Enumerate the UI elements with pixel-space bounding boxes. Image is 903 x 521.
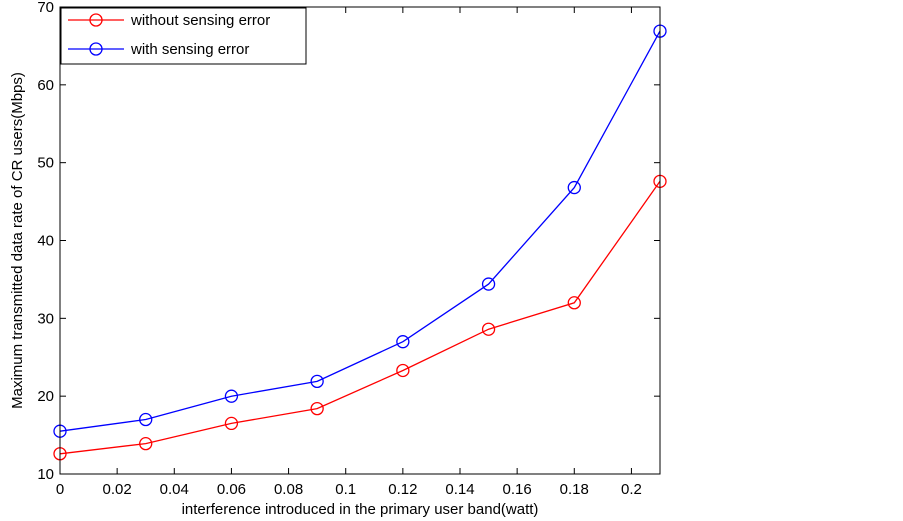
legend-marker: [89, 13, 103, 27]
x-tick-label: 0.14: [445, 481, 474, 498]
data-point: [139, 412, 153, 427]
series-markers: [53, 24, 667, 461]
x-tick-label: 0.04: [160, 481, 189, 498]
data-point: [481, 322, 496, 336]
x-tick-label: 0.18: [560, 481, 589, 498]
data-point: [567, 180, 581, 195]
x-axis-title: interference introduced in the primary u…: [182, 501, 539, 518]
x-tick-label: 0.06: [217, 481, 246, 498]
data-point: [481, 277, 496, 291]
y-tick-label: 10: [37, 466, 54, 483]
y-tick-label: 70: [37, 0, 54, 16]
data-point: [396, 335, 410, 349]
x-tick-label: 0.2: [621, 481, 642, 498]
x-tick-label: 0.02: [103, 481, 132, 498]
y-tick-labels: 10 20 30 40 50 60 70: [37, 0, 54, 483]
data-point: [310, 401, 324, 416]
series-line-1: [59, 30, 661, 432]
series-line-0: [59, 180, 661, 455]
y-tick-label: 30: [37, 310, 54, 327]
data-point: [224, 389, 239, 403]
x-tick-label: 0.16: [503, 481, 532, 498]
x-tick-label: 0.1: [335, 481, 356, 498]
data-point: [567, 296, 581, 310]
legend: without sensing error with sensing error: [60, 7, 307, 65]
x-tick-label: 0: [56, 481, 64, 498]
plot-frame: [59, 6, 661, 475]
data-point: [139, 436, 153, 451]
data-point: [310, 374, 324, 389]
series-lines: [59, 30, 661, 455]
data-point: [396, 363, 410, 378]
y-tick-label: 50: [37, 155, 54, 172]
x-tick-label: 0.08: [274, 481, 303, 498]
axis-ticks: [59, 6, 660, 475]
y-tick-label: 20: [37, 388, 54, 405]
x-tick-label: 0.12: [388, 481, 417, 498]
legend-marker: [89, 42, 103, 56]
legend-label: with sensing error: [130, 41, 249, 58]
y-tick-label: 40: [37, 233, 54, 250]
y-axis-title: Maximum transmitted data rate of CR user…: [9, 72, 26, 409]
data-point: [224, 416, 239, 431]
y-tick-label: 60: [37, 77, 54, 94]
legend-label: without sensing error: [130, 12, 270, 29]
x-tick-labels: 0 0.02 0.04 0.06 0.08 0.1 0.12 0.14 0.16 0.18 0.2: [56, 481, 642, 498]
